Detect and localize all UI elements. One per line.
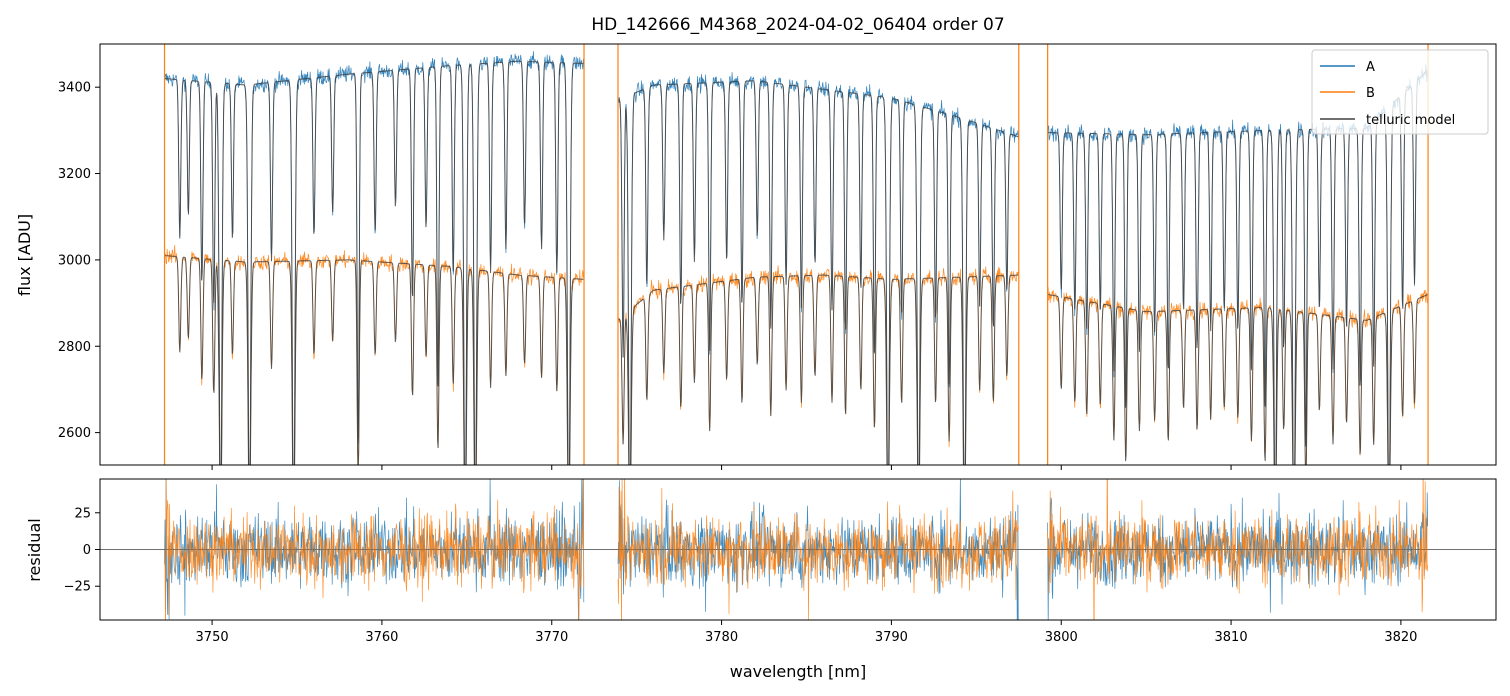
x-tick-label-3790: 3790: [875, 630, 908, 645]
x-tick-label-3780: 3780: [705, 630, 738, 645]
flux-y-tick-label-3400: 3400: [58, 81, 91, 96]
model-a-line-seg2: [617, 80, 1019, 465]
x-tick-label-3800: 3800: [1045, 630, 1078, 645]
x-axis-label: wavelength [nm]: [730, 662, 867, 681]
residual-b-line-seg1: [164, 479, 585, 620]
residual-y-tick-label-0: 0: [83, 543, 91, 558]
legend: A B telluric model: [1311, 49, 1489, 135]
series-a-line-seg2: [617, 72, 1019, 465]
x-tick-label-3760: 3760: [365, 630, 398, 645]
residual-y-label: residual: [25, 518, 44, 581]
flux-y-tick-label-3000: 3000: [58, 253, 91, 268]
series-b-line-seg1: [164, 244, 584, 465]
legend-box: [1311, 49, 1489, 135]
flux-x-ticks: [211, 465, 1402, 470]
model-b-line-seg2: [617, 274, 1019, 465]
residual-a-line-seg2: [617, 479, 1019, 620]
x-tick-label-3770: 3770: [535, 630, 568, 645]
model-b-line-seg1: [164, 255, 584, 465]
legend-label-b: B: [1366, 86, 1375, 101]
residual-y-ticks: −25 0 25: [64, 506, 100, 595]
residual-y-tick-label--25: −25: [64, 580, 91, 595]
flux-y-tick-label-2800: 2800: [58, 340, 91, 355]
model-b-line-seg3: [1047, 293, 1428, 465]
residual-b-line-seg3: [1047, 479, 1429, 620]
flux-y-label: flux [ADU]: [15, 214, 34, 296]
model-a-line-seg1: [164, 60, 584, 465]
residual-y-tick-label-25: 25: [74, 506, 91, 521]
legend-label-a: A: [1366, 60, 1375, 75]
flux-y-ticks: 2600 2800 3000 3200 3400: [58, 81, 100, 441]
flux-y-tick-label-2600: 2600: [58, 426, 91, 441]
residual-x-ticks: 3750 3760 3770 3780 3790 3800 3810 3820: [196, 620, 1417, 645]
x-tick-label-3810: 3810: [1215, 630, 1248, 645]
flux-axes-frame: [99, 43, 1497, 466]
flux-y-tick-label-3200: 3200: [58, 167, 91, 182]
residual-a-line-seg3: [1047, 492, 1429, 620]
series-a-line-seg1: [164, 51, 585, 465]
model-a-line-seg3: [1047, 69, 1429, 465]
legend-label-model: telluric model: [1366, 113, 1455, 128]
x-tick-label-3750: 3750: [196, 630, 229, 645]
residual-b-line-seg2: [617, 479, 1019, 620]
chart-title: HD_142666_M4368_2024-04-02_06404 order 0…: [591, 15, 1004, 35]
series-b-line-seg2: [617, 265, 1019, 465]
x-tick-label-3820: 3820: [1384, 630, 1417, 645]
flux-panel: 2600 2800 3000 3200 3400 flux [ADU] A B tell…: [15, 43, 1497, 470]
